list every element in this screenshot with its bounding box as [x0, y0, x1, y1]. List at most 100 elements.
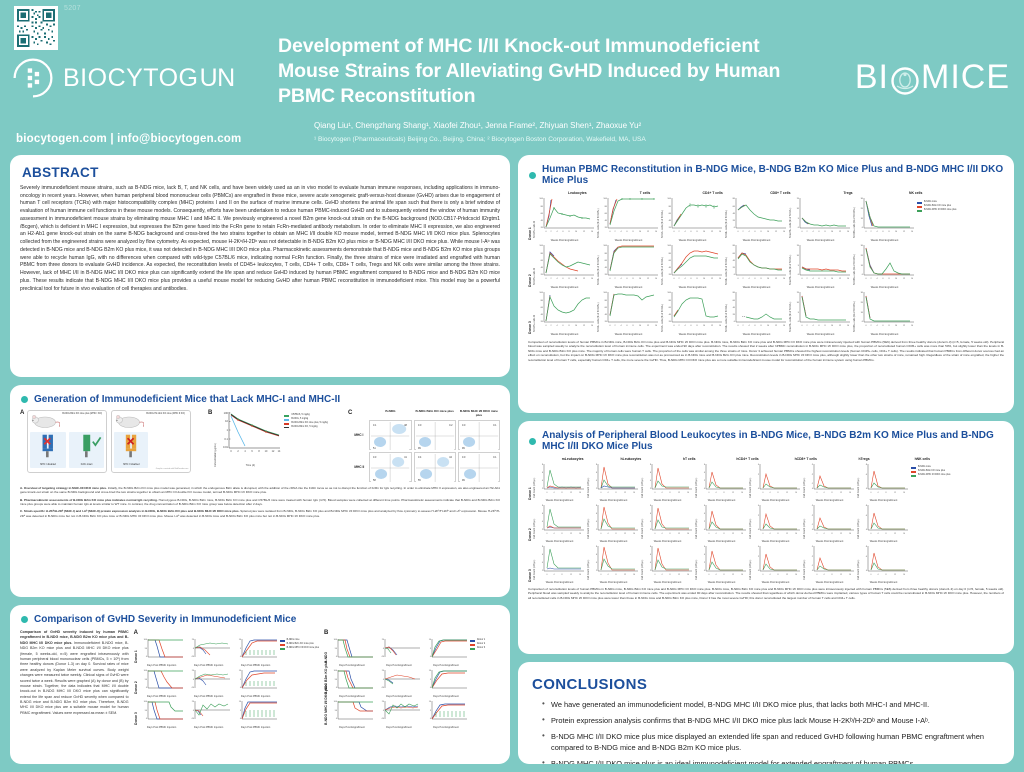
gvhd-plot-score: 10 5 0 Days Post Engraftment: [423, 637, 469, 667]
svg-text:0: 0: [601, 492, 602, 494]
svg-text:0.0: 0.0: [462, 424, 466, 427]
svg-text:2: 2: [614, 231, 615, 233]
gvhd-a-xlabel: Days Post PBMC Injection: [240, 664, 271, 667]
x-label: Weeks Post Engraftment: [761, 540, 790, 543]
svg-text:4: 4: [684, 325, 685, 327]
svg-text:16: 16: [795, 574, 797, 576]
svg-text:4: 4: [824, 574, 825, 576]
svg-text:80: 80: [541, 253, 544, 255]
svg-text:.8: .8: [865, 505, 868, 507]
svg-text:12: 12: [624, 492, 626, 494]
gvhd-plot-survival: 100 50 0 Days Post PBMC Injection: [138, 668, 185, 698]
svg-text:0: 0: [430, 687, 432, 689]
svg-text:20: 20: [191, 701, 194, 703]
legend-swatch: [911, 471, 916, 473]
svg-text:8: 8: [650, 464, 652, 466]
gvhd-a-xlabel: Days Post PBMC Injection: [193, 695, 224, 698]
svg-text:5: 5: [430, 648, 432, 650]
svg-text:0: 0: [866, 570, 868, 572]
pk-y-label: Concentration (µg/mL): [214, 443, 218, 467]
x-label: Weeks Post Engraftment: [707, 540, 736, 543]
row-label: Donor 1: [528, 227, 532, 240]
svg-text:0: 0: [862, 321, 864, 323]
row-label: Donor 1: [528, 487, 532, 500]
svg-text:.8: .8: [865, 546, 868, 548]
svg-text:0.2: 0.2: [449, 424, 453, 427]
legend-swatch: [279, 644, 285, 646]
svg-text:0: 0: [871, 574, 872, 576]
svg-text:80: 80: [541, 206, 544, 208]
svg-text:5: 5: [798, 312, 800, 314]
poster-number: 5207: [64, 5, 81, 12]
gvhd-plot-weight: 20 0 -20 Days Post PBMC Injection: [185, 699, 232, 729]
gvhd-a-row-label: Donor 2: [133, 681, 138, 694]
svg-text:8: 8: [888, 278, 889, 280]
svg-text:8: 8: [760, 278, 761, 280]
svg-text:16: 16: [903, 492, 905, 494]
svg-text:0: 0: [798, 274, 800, 276]
svg-text:12: 12: [786, 574, 788, 576]
legend-swatch: [470, 644, 475, 646]
svg-text:20: 20: [191, 639, 194, 641]
periph-plot: Cell Count (10³/µL) .8.4 0 0 4 8 12 16 Weeks …: [857, 544, 910, 584]
svg-text:2: 2: [742, 325, 743, 327]
svg-text:0: 0: [817, 574, 818, 576]
svg-text:8: 8: [632, 325, 633, 327]
svg-text:20: 20: [669, 227, 672, 229]
svg-text:2: 2: [742, 278, 743, 280]
svg-text:20: 20: [861, 208, 864, 210]
svg-text:30: 30: [861, 292, 864, 294]
svg-text:10: 10: [575, 278, 577, 280]
legend-label: Donor 1: [477, 639, 486, 641]
svg-text:4: 4: [542, 521, 544, 523]
gvhd-b-row-label: B-NDG: [324, 651, 328, 663]
svg-text:30: 30: [861, 245, 864, 247]
gvhd-a-row: Donor 3 100 50 0 Days Pos: [134, 699, 319, 729]
poster-body: ABSTRACT Severely immunodeficient mouse …: [0, 155, 1024, 772]
svg-text:4: 4: [650, 480, 652, 482]
svg-text:4: 4: [542, 562, 544, 564]
svg-text:10: 10: [767, 231, 769, 233]
svg-text:0: 0: [547, 492, 548, 494]
panel-b: B Concentration (µg/mL): [208, 410, 343, 467]
svg-text:2: 2: [650, 488, 652, 490]
svg-text:40: 40: [605, 314, 608, 316]
legend-swatch: [279, 640, 285, 642]
x-label: Weeks Post Engraftment: [707, 499, 736, 502]
svg-text:2: 2: [806, 278, 807, 280]
svg-text:8: 8: [259, 450, 261, 453]
svg-text:4: 4: [758, 464, 760, 466]
flow-plot: 0.0 0.1 99: [457, 419, 500, 450]
svg-text:40: 40: [669, 314, 672, 316]
svg-text:4: 4: [824, 533, 825, 535]
svg-text:4: 4: [245, 450, 247, 453]
svg-text:0: 0: [609, 231, 610, 233]
gvhd-panel-b: B B-NDG 100 50 0: [324, 630, 500, 729]
svg-text:0: 0: [704, 570, 706, 572]
svg-text:0: 0: [812, 488, 814, 490]
svg-text:12: 12: [775, 325, 777, 327]
col-header: CD8+ T cells: [770, 191, 791, 195]
gvhd-caption-lead: Comparison of GvHD severity induced by h…: [20, 630, 129, 645]
svg-text:4: 4: [554, 533, 555, 535]
x-label: Weeks Post Engraftment: [599, 499, 628, 502]
svg-text:12: 12: [903, 231, 905, 233]
row-label: Donor 3: [528, 321, 532, 334]
svg-text:6: 6: [818, 278, 819, 280]
svg-text:8: 8: [824, 325, 825, 327]
mhc2-disabled-icon: [126, 434, 137, 458]
svg-text:4: 4: [716, 574, 717, 576]
svg-text:2: 2: [550, 278, 551, 280]
svg-text:0: 0: [801, 231, 802, 233]
caption-a-text: Initially, the B-NDG B2m KO mice plus mo…: [20, 485, 500, 495]
svg-text:1: 1: [227, 428, 229, 432]
x-label: Weeks Post Engraftment: [653, 540, 682, 543]
svg-text:-20: -20: [381, 687, 385, 689]
svg-text:2: 2: [870, 325, 871, 327]
svg-text:12: 12: [786, 533, 788, 535]
